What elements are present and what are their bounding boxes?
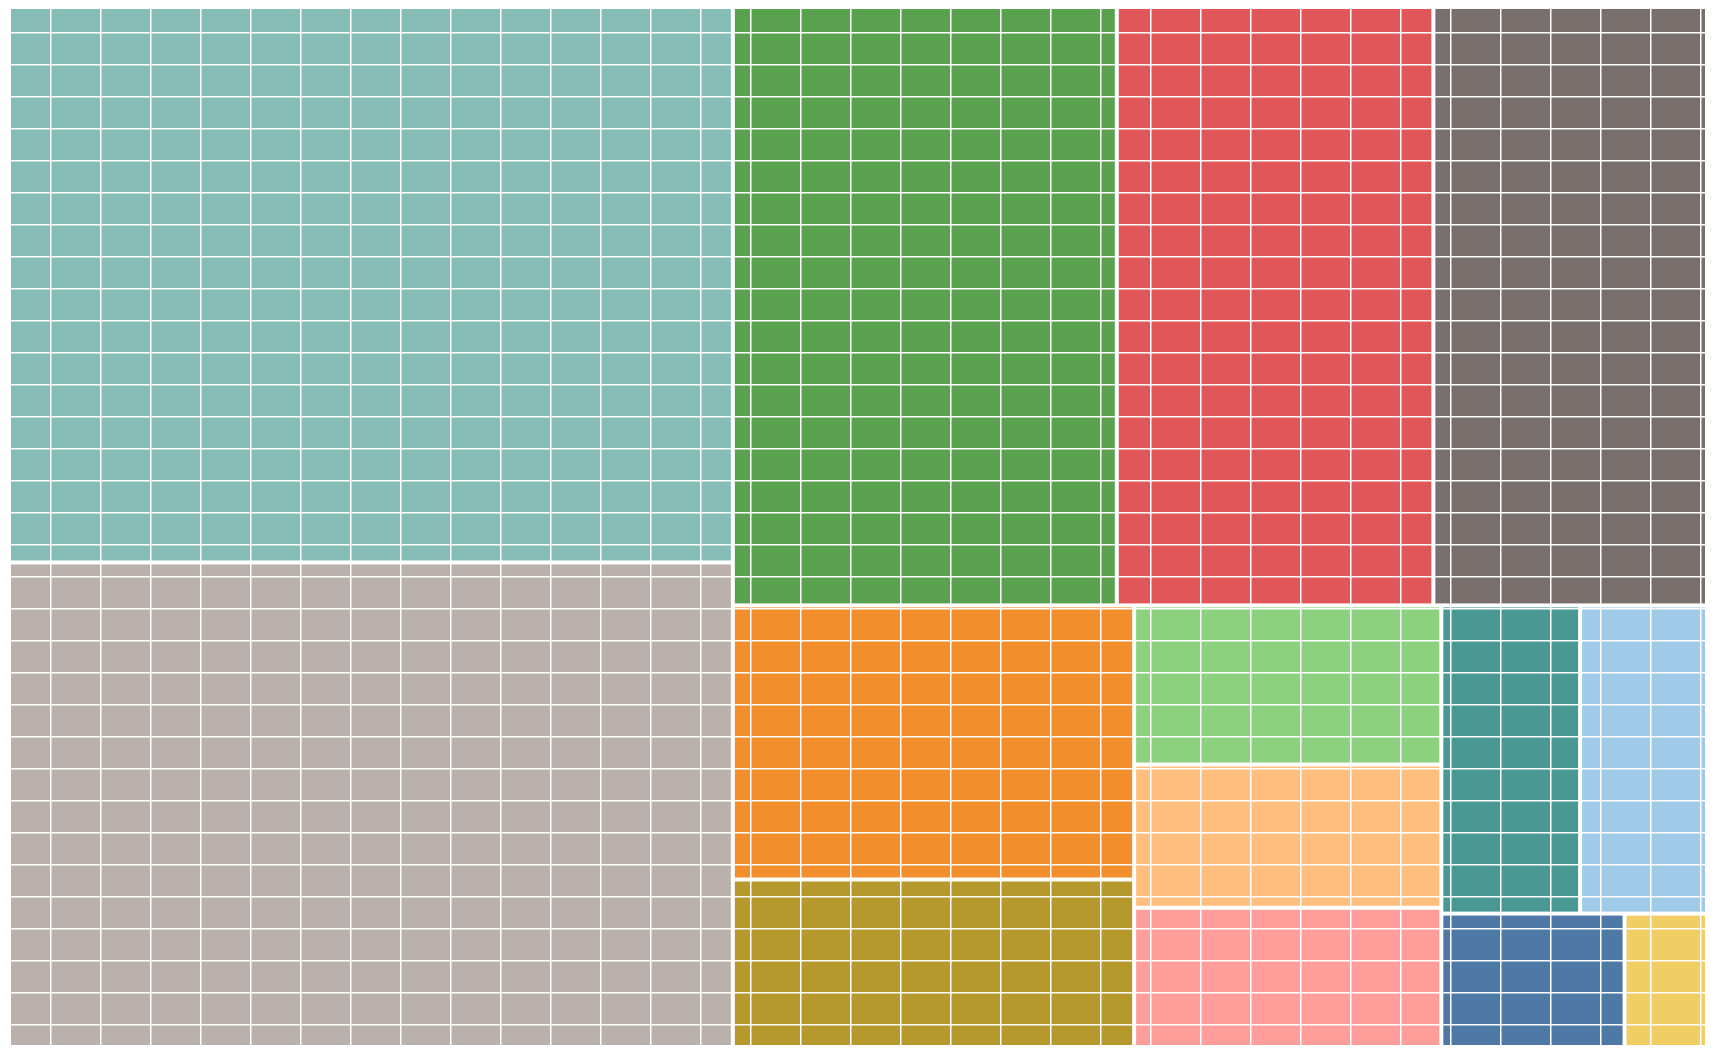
cell-grid bbox=[1136, 766, 1440, 906]
cell-grid bbox=[1443, 607, 1579, 912]
cell-grid bbox=[1582, 607, 1705, 912]
cell-grid bbox=[1435, 9, 1705, 604]
cell-grid bbox=[1443, 915, 1623, 1045]
cell-grid bbox=[11, 564, 731, 1045]
cell-grid bbox=[1136, 607, 1440, 763]
cell-grid bbox=[734, 881, 1133, 1045]
cell-grid bbox=[11, 9, 731, 561]
cell-grid bbox=[1626, 915, 1705, 1045]
cell-grid bbox=[1118, 9, 1432, 604]
cell-grid bbox=[1136, 909, 1440, 1045]
cell-grid bbox=[734, 9, 1115, 604]
cell-grid bbox=[734, 607, 1133, 878]
